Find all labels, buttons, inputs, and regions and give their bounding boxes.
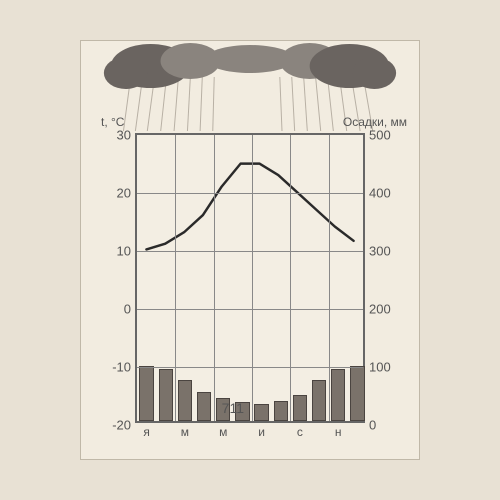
total-precip-annotation: 711 — [222, 400, 244, 416]
x-tick: я — [143, 425, 150, 439]
cloud-shapes — [104, 43, 396, 89]
grid-line — [252, 135, 253, 421]
y-tick-right: 300 — [369, 244, 391, 259]
y-tick-left: 30 — [117, 128, 131, 143]
temperature-path — [146, 164, 353, 250]
grid-line — [214, 135, 215, 421]
grid-line — [175, 135, 176, 421]
x-tick: н — [335, 425, 342, 439]
x-tick: м — [181, 425, 189, 439]
y-tick-right: 100 — [369, 360, 391, 375]
y-tick-left: -20 — [112, 418, 131, 433]
y-tick-left: 10 — [117, 244, 131, 259]
grid-line — [290, 135, 291, 421]
grid-line — [329, 135, 330, 421]
x-tick: м — [219, 425, 227, 439]
x-tick: с — [297, 425, 303, 439]
y-tick-right: 200 — [369, 302, 391, 317]
y-tick-left: 20 — [117, 186, 131, 201]
climate-chart: t, °C Осадки, мм 3020100-10-205004003002… — [80, 40, 420, 460]
y-tick-right: 400 — [369, 186, 391, 201]
y-tick-left: -10 — [112, 360, 131, 375]
y-tick-right: 500 — [369, 128, 391, 143]
x-tick: и — [258, 425, 265, 439]
plot-area: 3020100-10-205004003002001000яммисн711 — [135, 133, 365, 423]
y-tick-left: 0 — [124, 302, 131, 317]
y-tick-right: 0 — [369, 418, 376, 433]
